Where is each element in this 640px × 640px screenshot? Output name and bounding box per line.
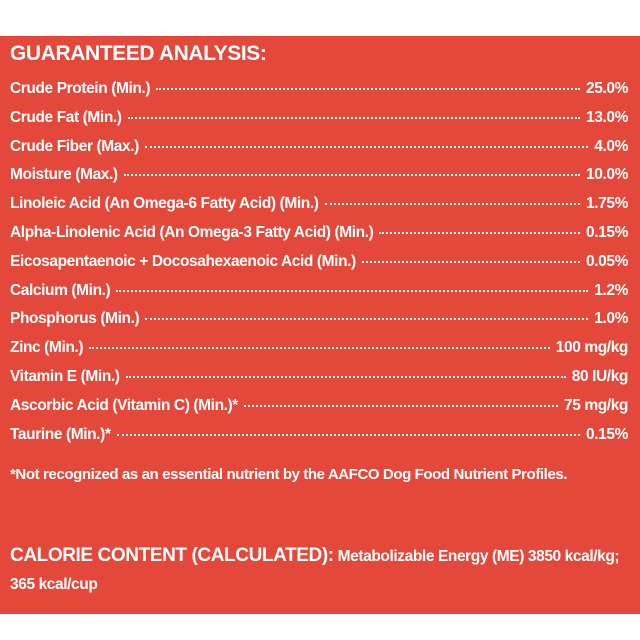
leader-dots	[379, 231, 581, 234]
leader-dots	[156, 88, 581, 90]
row-value: 10.0%	[586, 166, 628, 184]
analysis-row: Vitamin E (Min.) 80 IU/kg	[10, 368, 628, 397]
row-label: Phosphorus (Min.)	[10, 310, 140, 328]
leader-dots	[89, 347, 550, 350]
analysis-row: Taurine (Min.)* 0.15%	[10, 426, 628, 455]
row-label: Vitamin E (Min.)	[10, 367, 120, 385]
row-value: 1.0%	[594, 310, 628, 328]
analysis-row: Phosphorus (Min.) 1.0%	[10, 310, 628, 339]
title: GUARANTEED ANALYSIS:	[10, 42, 267, 65]
row-value: 1.2%	[594, 281, 628, 299]
analysis-row: Ascorbic Acid (Vitamin C) (Min.)* 75 mg/k…	[10, 397, 628, 426]
row-label: Crude Fiber (Max.)	[10, 137, 139, 155]
calorie-content: CALORIE CONTENT (CALCULATED): Metaboliza…	[10, 542, 630, 599]
row-label: Taurine (Min.)*	[10, 425, 111, 443]
row-value: 4.0%	[594, 137, 628, 155]
row-value: 13.0%	[586, 108, 628, 126]
row-value: 100 mg/kg	[555, 339, 629, 357]
analysis-row: Alpha-Linolenic Acid (An Omega-3 Fatty A…	[10, 224, 628, 253]
analysis-row: Zinc (Min.) 100 mg/kg	[10, 339, 628, 368]
row-value: 75 mg/kg	[564, 396, 628, 414]
analysis-row: Eicosapentaenoic + Docosahexaenoic Acid …	[10, 253, 628, 282]
leader-dots	[361, 260, 581, 263]
analysis-row: Crude Fat (Min.) 13.0%	[10, 109, 628, 138]
leader-dots	[243, 404, 558, 407]
row-label: Crude Protein (Min.)	[10, 80, 151, 97]
leader-dots	[144, 145, 589, 148]
row-value: 0.15%	[586, 425, 628, 443]
leader-dots	[116, 433, 581, 436]
analysis-row: Calcium (Min.) 1.2%	[10, 282, 628, 311]
leader-dots	[116, 289, 589, 292]
row-label: Calcium (Min.)	[10, 281, 111, 299]
leader-dots	[123, 174, 581, 177]
analysis-row: Crude Fiber (Max.) 4.0%	[10, 138, 628, 167]
row-value: 1.75%	[586, 195, 628, 213]
analysis-row: Moisture (Max.) 10.0%	[10, 166, 628, 195]
footnote: *Not recognized as an essential nutrient…	[10, 466, 568, 483]
row-label: Linoleic Acid (An Omega-6 Fatty Acid) (M…	[10, 195, 319, 213]
row-value: 0.05%	[586, 252, 628, 270]
calorie-text: Metabolizable Energy (ME) 3850 kcal/kg; …	[10, 548, 620, 593]
row-value: 0.15%	[586, 223, 628, 241]
analysis-panel: GUARANTEED ANALYSIS: Crude Protein (Min.…	[0, 36, 640, 614]
leader-dots	[127, 116, 581, 119]
row-value: 25.0%	[586, 80, 628, 97]
row-value: 80 IU/kg	[571, 367, 629, 385]
calorie-heading: CALORIE CONTENT (CALCULATED):	[10, 545, 334, 566]
row-label: Zinc (Min.)	[10, 339, 84, 357]
row-label: Ascorbic Acid (Vitamin C) (Min.)*	[10, 396, 238, 414]
analysis-row: Linoleic Acid (An Omega-6 Fatty Acid) (M…	[10, 195, 628, 224]
row-label: Eicosapentaenoic + Docosahexaenoic Acid …	[10, 252, 356, 270]
row-label: Alpha-Linolenic Acid (An Omega-3 Fatty A…	[10, 223, 374, 241]
leader-dots	[324, 203, 581, 206]
row-label: Moisture (Max.)	[10, 166, 118, 184]
leader-dots	[145, 318, 589, 321]
rows: Crude Protein (Min.) 25.0% Crude Fat (Min.…	[10, 80, 628, 454]
leader-dots	[125, 375, 566, 378]
row-label: Crude Fat (Min.)	[10, 108, 122, 126]
analysis-row: Crude Protein (Min.) 25.0%	[10, 80, 628, 109]
